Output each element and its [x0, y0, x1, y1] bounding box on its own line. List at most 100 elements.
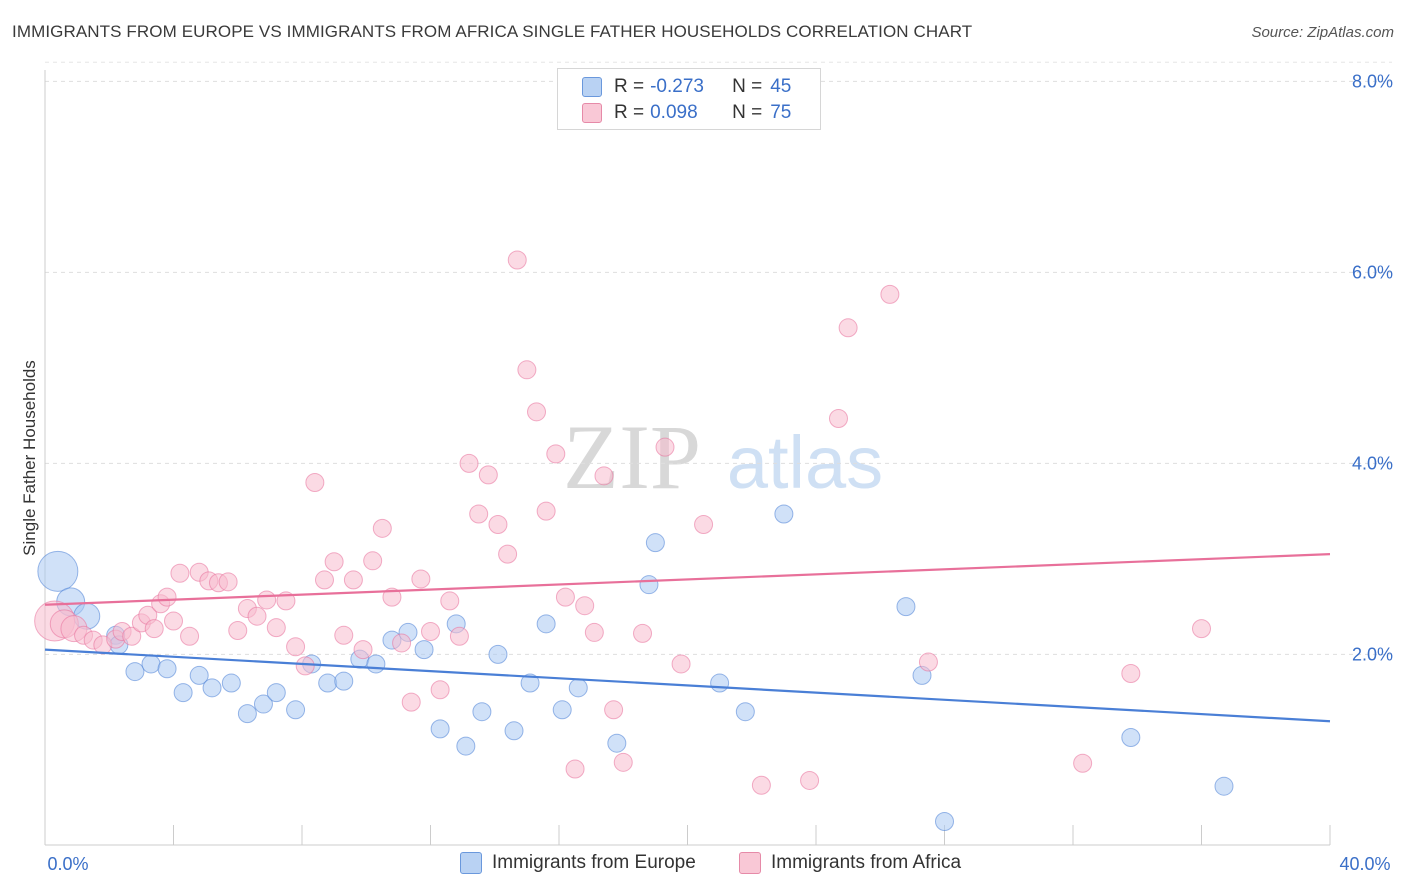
data-point: [880, 284, 900, 304]
data-point: [318, 673, 338, 693]
watermark-atlas: atlas: [727, 421, 883, 504]
data-point: [334, 625, 354, 645]
data-point: [266, 618, 286, 638]
data-point: [520, 673, 540, 693]
series-europe: [37, 504, 1234, 832]
data-point: [935, 812, 954, 832]
watermark: ZIP atlas: [563, 406, 883, 508]
data-point: [1073, 753, 1093, 773]
data-point: [157, 659, 177, 679]
data-point: [1121, 727, 1141, 747]
n-label: N =: [732, 76, 763, 97]
data-point: [228, 621, 248, 641]
data-point: [286, 637, 306, 657]
data-point: [221, 673, 241, 693]
data-point: [180, 626, 200, 646]
legend-label-europe: Immigrants from Europe: [492, 852, 696, 873]
europe-swatch: [582, 77, 602, 97]
data-point: [372, 518, 392, 538]
data-points: [34, 250, 1234, 832]
data-point: [671, 654, 691, 674]
data-point: [189, 665, 209, 685]
trend-line-europe: [44, 648, 1331, 723]
trend-lines: [44, 553, 1331, 723]
r-label: R =: [614, 102, 645, 123]
data-point: [170, 563, 190, 583]
data-point: [414, 640, 434, 660]
data-point: [157, 587, 177, 607]
y-tick-label: 2.0%: [1352, 644, 1393, 664]
x-tick-label-min: 0.0%: [47, 854, 88, 874]
n-value: 45: [770, 76, 792, 97]
data-point: [353, 640, 373, 660]
data-point: [478, 465, 498, 485]
y-tick-label: 4.0%: [1352, 453, 1393, 473]
y-tick-label: 6.0%: [1352, 262, 1393, 282]
data-point: [604, 700, 624, 720]
data-point: [613, 752, 633, 772]
series-africa: [34, 250, 1211, 795]
legend-item-europe[interactable]: Immigrants from Europe: [460, 852, 696, 874]
data-point: [527, 402, 547, 422]
data-point: [257, 590, 277, 610]
grid-lines: [45, 61, 1392, 655]
data-point: [552, 700, 572, 720]
data-point: [488, 515, 508, 535]
data-point: [125, 662, 145, 682]
legend-item-africa[interactable]: Immigrants from Africa: [739, 852, 961, 874]
data-point: [382, 587, 402, 607]
data-point: [800, 770, 820, 790]
data-point: [141, 654, 161, 674]
data-point: [536, 614, 556, 634]
data-point: [710, 673, 730, 693]
data-point: [421, 621, 440, 641]
data-point: [122, 626, 142, 646]
data-point: [202, 678, 222, 698]
r-label: R =: [614, 76, 645, 97]
data-point: [594, 466, 614, 486]
data-point: [645, 533, 665, 553]
data-point: [430, 680, 450, 700]
data-point: [253, 694, 273, 714]
data-point: [838, 318, 858, 338]
data-point: [173, 683, 193, 703]
trend-line-africa: [44, 553, 1331, 606]
n-label: N =: [732, 102, 763, 123]
data-point: [343, 570, 363, 590]
data-point: [655, 437, 675, 457]
data-point: [555, 587, 575, 607]
africa-swatch: [582, 103, 602, 123]
data-point: [469, 504, 489, 524]
data-point: [751, 775, 771, 795]
data-point: [896, 597, 916, 617]
data-point: [411, 569, 431, 589]
watermark-zip: ZIP: [563, 406, 701, 508]
data-point: [363, 551, 383, 571]
data-point: [401, 692, 421, 712]
r-value: -0.273: [650, 76, 704, 97]
legend-label-africa: Immigrants from Africa: [771, 852, 962, 873]
europe-swatch: [460, 852, 482, 874]
data-point: [295, 656, 315, 676]
data-point: [633, 623, 653, 643]
data-point: [694, 515, 714, 535]
data-point: [507, 250, 527, 270]
data-point: [392, 633, 412, 653]
data-point: [305, 473, 325, 492]
data-point: [218, 572, 238, 592]
data-point: [546, 444, 566, 464]
data-point: [266, 683, 286, 703]
data-point: [144, 619, 164, 639]
data-point: [584, 622, 604, 642]
data-point: [286, 700, 306, 720]
x-tick-label-max: 40.0%: [1339, 854, 1390, 874]
correlation-legend: R = -0.273 N = 45 R = 0.098 N = 75: [557, 68, 821, 130]
data-point: [1192, 619, 1211, 639]
data-point: [575, 596, 595, 616]
legend-row-europe: R = -0.273 N = 45: [582, 76, 791, 98]
data-point: [324, 552, 344, 572]
data-point: [828, 409, 848, 429]
data-point: [164, 611, 183, 631]
data-point: [247, 606, 267, 626]
